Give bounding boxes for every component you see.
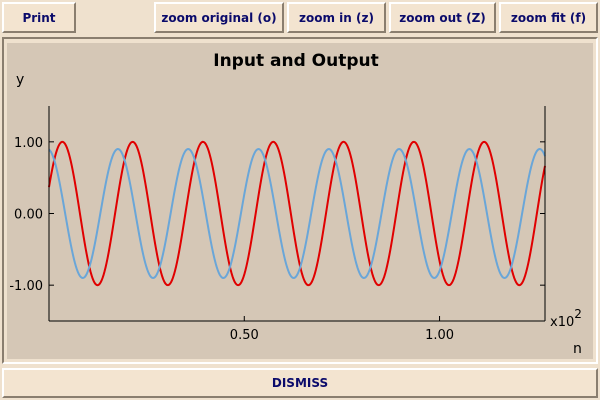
x-tick-label: 0.50 <box>230 328 259 343</box>
print-button[interactable]: Print <box>2 2 76 33</box>
dismiss-button[interactable]: DISMISS <box>2 368 598 398</box>
y-tick-label: 1.00 <box>14 136 43 151</box>
series-line-2 <box>48 147 546 280</box>
zoom-in-button[interactable]: zoom in (z) <box>287 2 386 33</box>
zoom-out-button[interactable]: zoom out (Z) <box>389 2 496 33</box>
x-axis-label: n <box>573 341 582 357</box>
x-scale-note: x102 <box>550 307 582 330</box>
zoom-original-button[interactable]: zoom original (o) <box>154 2 284 33</box>
x-tick-label: 1.00 <box>425 328 454 343</box>
zoom-fit-button[interactable]: zoom fit (f) <box>499 2 598 33</box>
y-tick-label: 0.00 <box>14 208 43 223</box>
y-tick-label: -1.00 <box>9 279 43 294</box>
chart-title: Input and Output <box>213 51 378 71</box>
y-axis-label: y <box>16 72 24 88</box>
series-line-1 <box>48 140 546 287</box>
chart-svg: Input and Output y n x102 1.00 0.00 -1.00 0… <box>9 51 582 357</box>
plot-area[interactable]: Input and Output y n x102 1.00 0.00 -1.00 0… <box>7 43 593 359</box>
